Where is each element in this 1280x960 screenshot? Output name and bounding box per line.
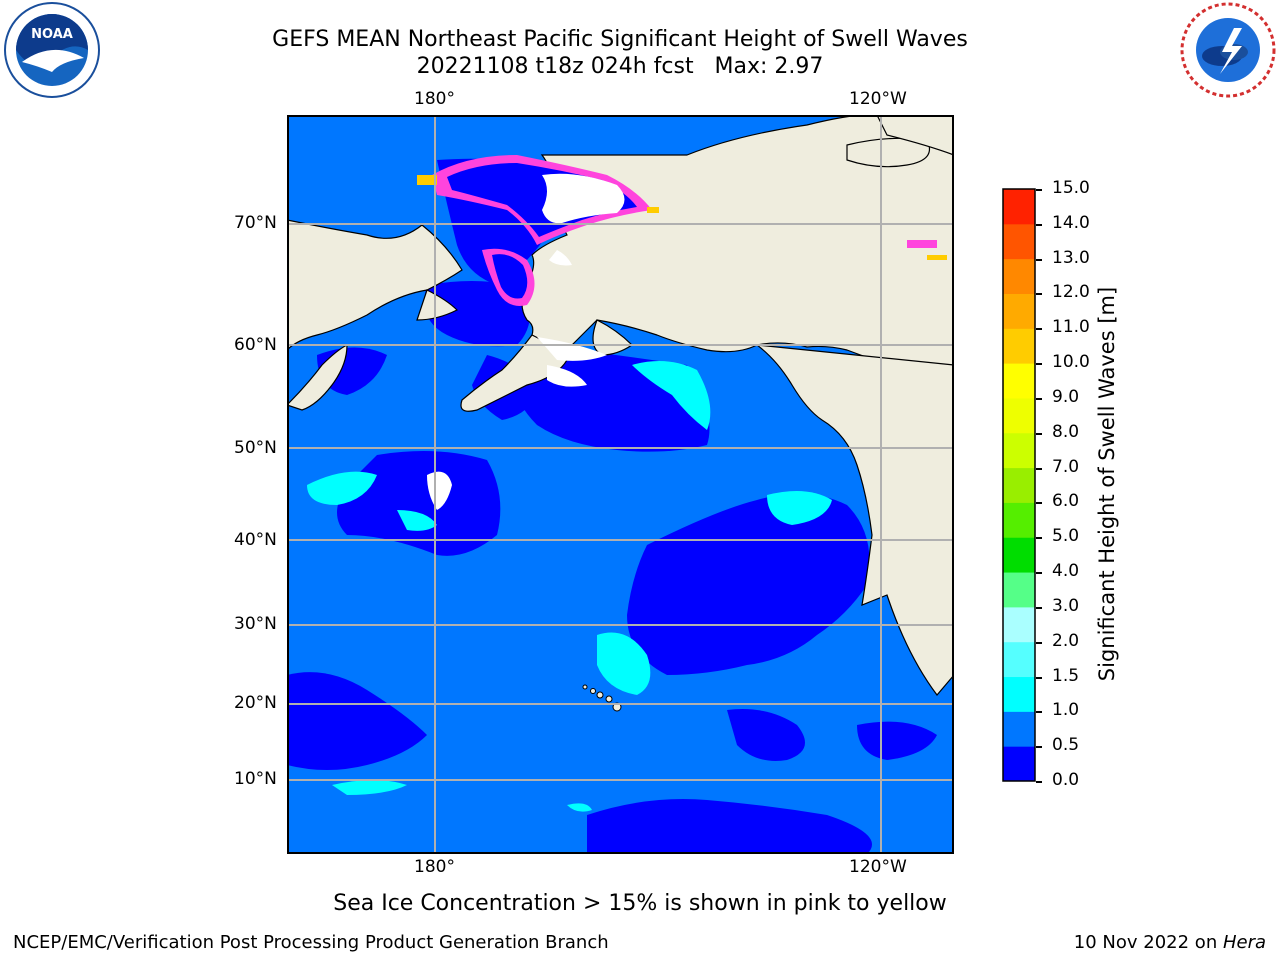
colorbar-tick-label: 1.5 xyxy=(1052,665,1080,686)
lat-label-50n: 50°N xyxy=(234,438,277,458)
lon-label-120w-bottom: 120°W xyxy=(849,857,907,877)
colorbar-swatch xyxy=(1003,746,1035,782)
colorbar-swatch xyxy=(1003,711,1035,747)
colorbar-tick-mark xyxy=(1036,746,1042,748)
colorbar-swatch xyxy=(1003,328,1035,364)
nws-logo xyxy=(1180,2,1276,98)
lat-label-60n: 60°N xyxy=(234,335,277,355)
lat-label-20n: 20°N xyxy=(234,693,277,713)
colorbar-tick-label: 14.0 xyxy=(1052,212,1090,233)
colorbar-tick-mark xyxy=(1036,433,1042,435)
lat-label-30n: 30°N xyxy=(234,614,277,634)
colorbar-tick-label: 3.0 xyxy=(1052,595,1080,616)
colorbar-label: Significant Height of Swell Waves [m] xyxy=(1095,286,1119,682)
footer-right: 10 Nov 2022 on Hera xyxy=(1074,932,1266,953)
colorbar xyxy=(1002,188,1036,782)
lat-label-40n: 40°N xyxy=(234,530,277,550)
colorbar-tick-mark xyxy=(1036,572,1042,574)
colorbar-tick-mark xyxy=(1036,502,1042,504)
map-title-line1: GEFS MEAN Northeast Pacific Significant … xyxy=(272,27,968,52)
colorbar-tick-label: 2.0 xyxy=(1052,630,1080,651)
colorbar-tick-label: 15.0 xyxy=(1052,178,1090,198)
colorbar-tick-label: 13.0 xyxy=(1052,247,1090,268)
hawaii-islands xyxy=(582,684,622,712)
colorbar-tick-label: 1.0 xyxy=(1052,700,1080,721)
high-swell-patches xyxy=(307,361,832,812)
colorbar-tick-mark xyxy=(1036,328,1042,330)
colorbar-tick-mark xyxy=(1036,363,1042,365)
colorbar-swatch xyxy=(1003,363,1035,399)
colorbar-swatch xyxy=(1003,572,1035,608)
colorbar-tick-mark xyxy=(1036,259,1042,261)
colorbar-swatch xyxy=(1003,641,1035,678)
colorbar-tick-mark xyxy=(1036,607,1042,609)
colorbar-swatch xyxy=(1003,606,1035,643)
colorbar-swatch xyxy=(1003,223,1035,260)
lat-label-70n: 70°N xyxy=(234,213,277,233)
sea-ice xyxy=(417,155,947,510)
colorbar-tick-mark xyxy=(1036,642,1042,644)
colorbar-tick-label: 0.0 xyxy=(1052,770,1080,790)
colorbar-swatch xyxy=(1003,467,1035,503)
colorbar-swatch xyxy=(1003,676,1035,712)
colorbar-swatches xyxy=(1003,189,1035,782)
colorbar-tick-mark xyxy=(1036,398,1042,400)
colorbar-tick-mark xyxy=(1036,224,1042,226)
colorbar-tick-label: 6.0 xyxy=(1052,491,1080,512)
colorbar-tick-label: 10.0 xyxy=(1052,352,1090,373)
lon-label-120w-top: 120°W xyxy=(849,89,907,109)
colorbar-swatch xyxy=(1003,502,1035,538)
lon-label-180-bottom: 180° xyxy=(414,857,455,877)
colorbar-tick-mark xyxy=(1036,537,1042,539)
colorbar-tick-mark xyxy=(1036,293,1042,295)
colorbar-swatch xyxy=(1003,258,1035,294)
lat-label-10n: 10°N xyxy=(234,769,277,789)
map-title-line2: 20221108 t18z 024h fcst Max: 2.97 xyxy=(416,54,824,79)
noaa-logo: NOAA xyxy=(4,2,100,98)
colorbar-tick-label: 8.0 xyxy=(1052,421,1080,442)
colorbar-tick-label: 4.0 xyxy=(1052,561,1080,582)
colorbar-tick-mark xyxy=(1036,781,1042,783)
colorbar-swatch xyxy=(1003,432,1035,469)
colorbar-tick-mark xyxy=(1036,677,1042,679)
colorbar-swatch xyxy=(1003,293,1035,329)
colorbar-swatch xyxy=(1003,397,1035,434)
map-frame xyxy=(287,115,954,854)
sea-ice-caption: Sea Ice Concentration > 15% is shown in … xyxy=(333,891,947,916)
colorbar-tick-label: 0.5 xyxy=(1052,735,1080,756)
colorbar-swatch xyxy=(1003,189,1035,225)
colorbar-tick-label: 9.0 xyxy=(1052,386,1080,407)
colorbar-swatch xyxy=(1003,537,1035,573)
colorbar-tick-label: 5.0 xyxy=(1052,526,1080,547)
colorbar-tick-label: 12.0 xyxy=(1052,282,1090,303)
colorbar-frame xyxy=(1002,188,1036,782)
swell-map xyxy=(287,115,954,854)
footer-left: NCEP/EMC/Verification Post Processing Pr… xyxy=(13,932,609,953)
colorbar-tick-label: 11.0 xyxy=(1052,317,1090,338)
svg-text:NOAA: NOAA xyxy=(31,27,73,42)
footer-date: 10 Nov 2022 on xyxy=(1073,932,1223,953)
colorbar-tick-mark xyxy=(1036,189,1042,191)
footer-host: Hera xyxy=(1222,932,1266,953)
colorbar-tick-mark xyxy=(1036,468,1042,470)
colorbar-tick-mark xyxy=(1036,711,1042,713)
colorbar-tick-label: 7.0 xyxy=(1052,456,1080,477)
gridlines xyxy=(287,115,954,854)
land-masses xyxy=(287,115,954,696)
lon-label-180-top: 180° xyxy=(414,89,455,109)
